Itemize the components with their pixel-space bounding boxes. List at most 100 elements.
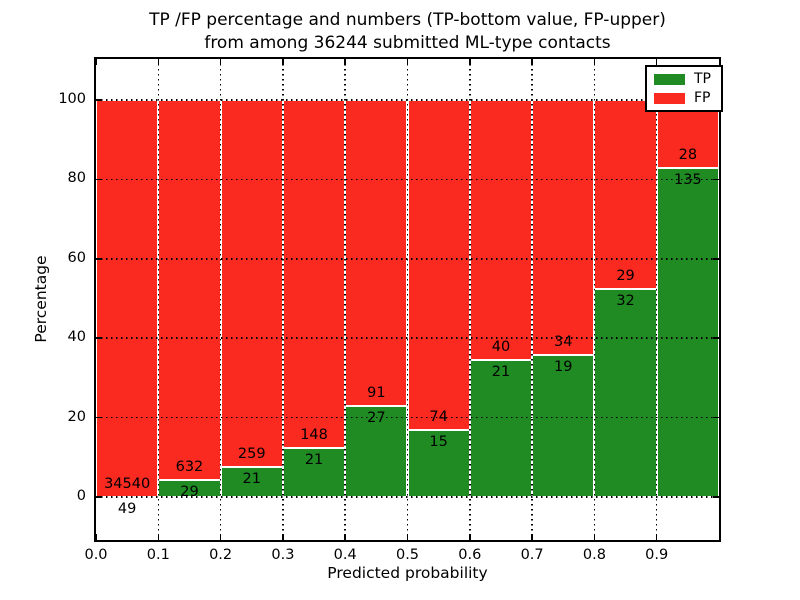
bar-label-fp-count-1: 632 <box>175 458 204 475</box>
x-tick-top <box>655 59 658 65</box>
bar-label-tp-count-1: 29 <box>180 483 199 500</box>
x-tick-top <box>282 59 284 65</box>
bar-label-tp-count-9: 135 <box>673 172 702 189</box>
horizontal-gridline <box>96 416 719 419</box>
legend-label-fp: FP <box>694 90 711 106</box>
x-tick-top <box>469 59 471 65</box>
x-axis-label: Predicted probability <box>327 564 488 582</box>
legend: TP FP <box>645 65 723 112</box>
bar-segment-tp-8 <box>594 288 657 498</box>
bar-label-fp-count-9: 28 <box>678 147 698 164</box>
x-tick-top <box>593 59 596 65</box>
bar-segment-fp-0 <box>96 99 159 497</box>
bar-segment-fp-6 <box>469 99 533 361</box>
horizontal-gridline <box>96 496 719 498</box>
y-tick-label-60: 60 <box>67 249 86 266</box>
horizontal-gridline <box>96 337 719 339</box>
horizontal-gridline <box>96 178 719 181</box>
bar-segment-tp-9 <box>656 168 719 498</box>
legend-label-tp: TP <box>694 71 711 87</box>
bar-label-tp-count-5: 15 <box>429 434 448 451</box>
bar-label-tp-count-6: 21 <box>491 364 511 381</box>
x-tick-bottom <box>344 534 346 540</box>
vertical-gridline <box>219 59 222 540</box>
vertical-gridline <box>593 59 596 540</box>
x-tick-bottom <box>531 534 533 540</box>
y-tick-right <box>713 258 719 260</box>
legend-swatch-tp <box>654 73 685 85</box>
bar-label-fp-count-0: 34540 <box>104 475 151 492</box>
y-tick-right <box>713 337 719 339</box>
x-tick-bottom <box>282 534 284 540</box>
legend-swatch-fp <box>654 92 685 104</box>
y-tick-label-20: 20 <box>67 408 86 425</box>
chart-title-line2: from among 36244 submitted ML-type conta… <box>204 32 611 53</box>
bar-label-fp-count-4: 91 <box>367 385 386 402</box>
x-tick-label-0.8: 0.8 <box>582 547 606 563</box>
x-tick-bottom <box>655 534 658 540</box>
vertical-gridline <box>282 59 284 540</box>
bar-segment-fp-8 <box>594 99 657 289</box>
bar-label-fp-count-6: 40 <box>491 339 511 356</box>
x-tick-top <box>344 59 346 65</box>
y-tick-label-100: 100 <box>58 90 86 107</box>
y-tick-right <box>713 178 719 181</box>
y-tick-label-40: 40 <box>67 329 86 346</box>
vertical-gridline <box>469 59 471 540</box>
bar-label-tp-count-2: 21 <box>242 471 261 488</box>
x-tick-label-0.6: 0.6 <box>458 547 482 563</box>
x-tick-top <box>531 59 533 65</box>
bar-segment-fp-4 <box>345 99 408 407</box>
bar-segment-fp-1 <box>158 99 221 480</box>
bar-segment-fp-7 <box>532 99 595 355</box>
vertical-gridline <box>157 59 160 540</box>
x-tick-bottom <box>469 534 471 540</box>
x-tick-bottom <box>219 534 222 540</box>
x-tick-label-0.1: 0.1 <box>146 547 170 563</box>
x-tick-label-0.7: 0.7 <box>520 547 544 563</box>
vertical-gridline <box>406 59 409 540</box>
x-tick-top <box>95 59 97 65</box>
plot-area: 34540 49 632 29 259 21 148 21 91 27 74 15 40 21 34 19 29… <box>94 57 721 542</box>
bar-label-fp-count-8: 29 <box>616 267 635 284</box>
y-tick-left <box>96 178 102 181</box>
bar-label-tp-count-3: 21 <box>304 451 324 468</box>
y-tick-right <box>713 496 719 498</box>
bar-label-tp-count-4: 27 <box>367 410 386 427</box>
x-tick-label-0.9: 0.9 <box>645 547 669 563</box>
y-tick-label-80: 80 <box>67 170 86 187</box>
x-tick-bottom <box>95 534 97 540</box>
x-tick-label-0.2: 0.2 <box>209 547 233 563</box>
bar-label-fp-count-3: 148 <box>300 426 328 443</box>
x-tick-top <box>157 59 160 65</box>
vertical-gridline <box>344 59 346 540</box>
chart-title-line1: TP /FP percentage and numbers (TP-bottom… <box>149 10 666 30</box>
horizontal-gridline <box>96 99 719 101</box>
bar-label-fp-count-2: 259 <box>237 446 266 463</box>
x-tick-bottom <box>593 534 596 540</box>
bar-label-tp-count-8: 32 <box>616 292 635 309</box>
x-tick-label-0.3: 0.3 <box>271 547 295 563</box>
legend-entry-tp: TP <box>654 71 711 87</box>
x-tick-label-0.0: 0.0 <box>84 547 108 563</box>
x-tick-label-0.5: 0.5 <box>395 547 420 563</box>
y-tick-right <box>713 416 719 419</box>
bar-segment-fp-2 <box>220 99 283 468</box>
horizontal-gridline <box>96 258 719 260</box>
chart-title: TP /FP percentage and numbers (TP-bottom… <box>94 9 721 54</box>
x-tick-bottom <box>157 534 160 540</box>
x-tick-top <box>219 59 222 65</box>
bar-label-fp-count-7: 34 <box>554 333 573 350</box>
vertical-gridline <box>655 59 658 540</box>
x-tick-top <box>406 59 409 65</box>
y-tick-left <box>96 496 102 498</box>
y-tick-left <box>96 337 102 339</box>
y-tick-left <box>96 416 102 419</box>
y-tick-left <box>96 99 102 101</box>
y-tick-label-0: 0 <box>76 488 86 505</box>
x-tick-label-0.4: 0.4 <box>333 547 357 563</box>
vertical-gridline <box>531 59 533 540</box>
y-tick-left <box>96 258 102 260</box>
bar-label-tp-count-7: 19 <box>554 358 573 375</box>
